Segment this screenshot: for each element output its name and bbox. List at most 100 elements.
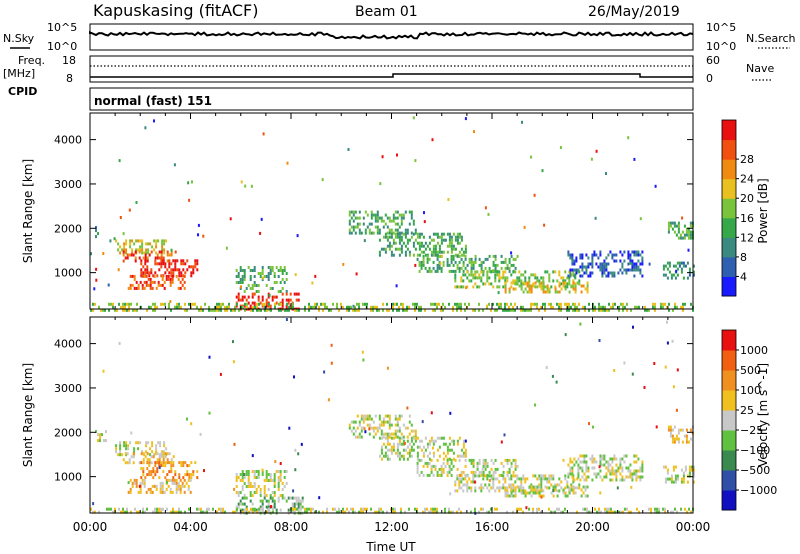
- echo-cell: [366, 423, 369, 427]
- echo-cell: [438, 254, 441, 258]
- echo-cell: [615, 472, 618, 476]
- echo-cell: [316, 302, 318, 306]
- echo-cell: [167, 274, 170, 278]
- echo-cell: [400, 222, 403, 226]
- echo-cell: [434, 308, 436, 312]
- echo-cell: [150, 305, 152, 309]
- echo-cell: [490, 467, 493, 471]
- echo-cell: [614, 302, 616, 306]
- echo-cell: [470, 458, 473, 462]
- echo-cell: [424, 448, 427, 452]
- echo-cell: [604, 510, 606, 514]
- echo-cell: [496, 477, 499, 481]
- echo-cell: [456, 238, 459, 242]
- echo-cell: [368, 423, 371, 427]
- echo-cell: [591, 259, 594, 263]
- echo-speck: [342, 262, 345, 266]
- echo-cell: [595, 253, 598, 257]
- echo-cell: [254, 507, 256, 511]
- echo-cell: [157, 283, 160, 287]
- echo-cell: [677, 431, 680, 435]
- echo-cell: [578, 282, 581, 286]
- echo-cell: [164, 461, 167, 465]
- echo-cell: [434, 439, 437, 443]
- echo-cell: [144, 262, 147, 266]
- echo-cell: [689, 437, 692, 441]
- echo-cell: [679, 233, 682, 237]
- echo-cell: [376, 219, 379, 223]
- echo-cell: [420, 448, 423, 452]
- echo-cell: [560, 287, 563, 291]
- echo-cell: [482, 282, 485, 286]
- echo-speck: [595, 149, 598, 153]
- echo-cell: [358, 210, 361, 214]
- echo-cell: [183, 274, 186, 278]
- echo-speck: [259, 231, 262, 235]
- echo-speck: [439, 262, 442, 266]
- echo-cell: [682, 477, 685, 481]
- echo-cell: [291, 502, 294, 506]
- echo-cell: [265, 473, 268, 476]
- echo-cell: [488, 254, 491, 258]
- echo-cell: [410, 454, 413, 458]
- echo-speck: [232, 360, 235, 364]
- echo-cell: [452, 464, 455, 468]
- echo-cell: [458, 477, 461, 481]
- echo-cell: [689, 236, 692, 240]
- echo-cell: [560, 282, 563, 286]
- echo-cell: [474, 507, 476, 511]
- echo-cell: [520, 491, 523, 495]
- echo-cell: [639, 262, 642, 266]
- echo-cell: [440, 269, 443, 273]
- echo-cell: [281, 298, 284, 302]
- echo-cell: [518, 270, 521, 274]
- echo-cell: [573, 268, 576, 272]
- echo-cell: [412, 244, 415, 248]
- echo-cell: [157, 280, 160, 284]
- echo-cell: [237, 476, 240, 479]
- echo-cell: [139, 487, 142, 491]
- echo-cell: [181, 283, 184, 287]
- echo-cell: [133, 242, 136, 246]
- echo-cell: [432, 442, 435, 446]
- echo-cell: [141, 283, 144, 287]
- echo-cell: [432, 454, 435, 458]
- echo-cell: [122, 510, 124, 514]
- echo-cell: [116, 308, 118, 312]
- echo-cell: [434, 507, 436, 511]
- echo-cell: [534, 285, 537, 289]
- echo-cell: [612, 305, 614, 309]
- echo-cell: [608, 507, 610, 511]
- echo-cell: [631, 478, 634, 482]
- echo-cell: [392, 432, 395, 436]
- echo-cell: [163, 239, 166, 243]
- echo-cell: [607, 253, 610, 257]
- echo-speck: [534, 403, 537, 407]
- echo-cell: [468, 279, 471, 283]
- echo-cell: [506, 473, 509, 477]
- echo-cell: [572, 488, 575, 492]
- echo-cell: [396, 302, 398, 306]
- echo-cell: [396, 210, 399, 214]
- echo-cell: [595, 475, 598, 479]
- echo-cell: [137, 447, 140, 451]
- echo-cell: [161, 242, 164, 246]
- echo-cell: [633, 262, 636, 266]
- echo-cell: [133, 286, 136, 290]
- echo-cell: [398, 451, 401, 455]
- echo-cell: [259, 491, 262, 494]
- echo-cell: [166, 507, 168, 511]
- echo-cell: [625, 454, 628, 458]
- echo-cell: [480, 489, 483, 493]
- echo-cell: [478, 308, 480, 312]
- echo-cell: [135, 441, 138, 445]
- echo-cell: [261, 304, 264, 308]
- echo-cell: [676, 477, 679, 481]
- echo-cell: [253, 476, 256, 479]
- echo-cell: [448, 470, 451, 474]
- echo-cell: [402, 308, 404, 312]
- echo-cell: [394, 235, 397, 239]
- echo-cell: [156, 452, 159, 456]
- echo-cell: [159, 444, 162, 448]
- echo-cell: [161, 283, 164, 287]
